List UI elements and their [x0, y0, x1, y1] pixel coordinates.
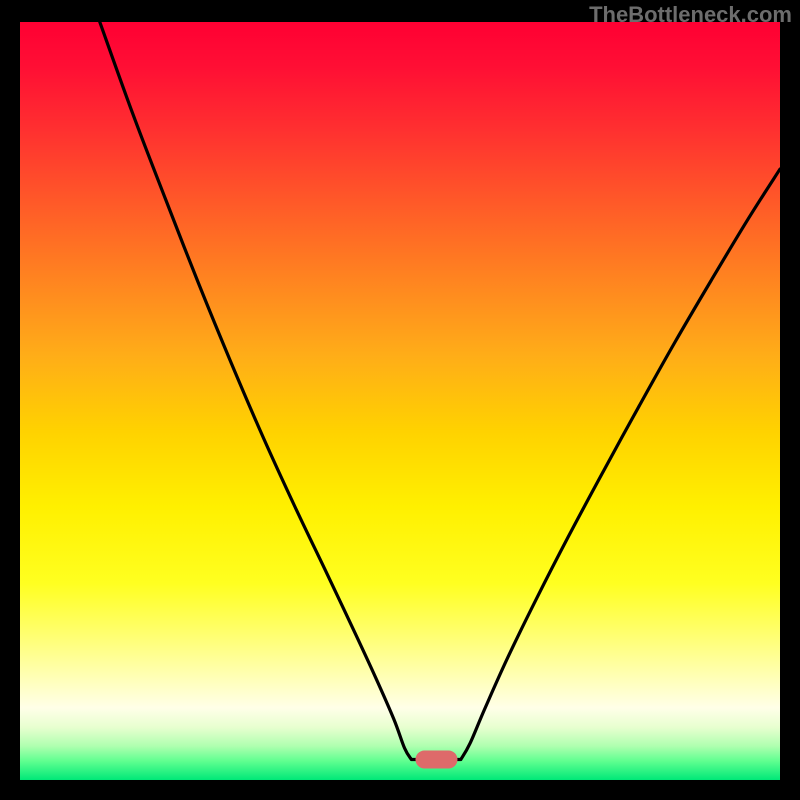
optimal-marker — [415, 751, 457, 769]
watermark-text: TheBottleneck.com — [589, 2, 792, 28]
bottleneck-chart-svg — [0, 0, 800, 800]
plot-area-gradient — [20, 22, 780, 780]
chart-stage: TheBottleneck.com — [0, 0, 800, 800]
